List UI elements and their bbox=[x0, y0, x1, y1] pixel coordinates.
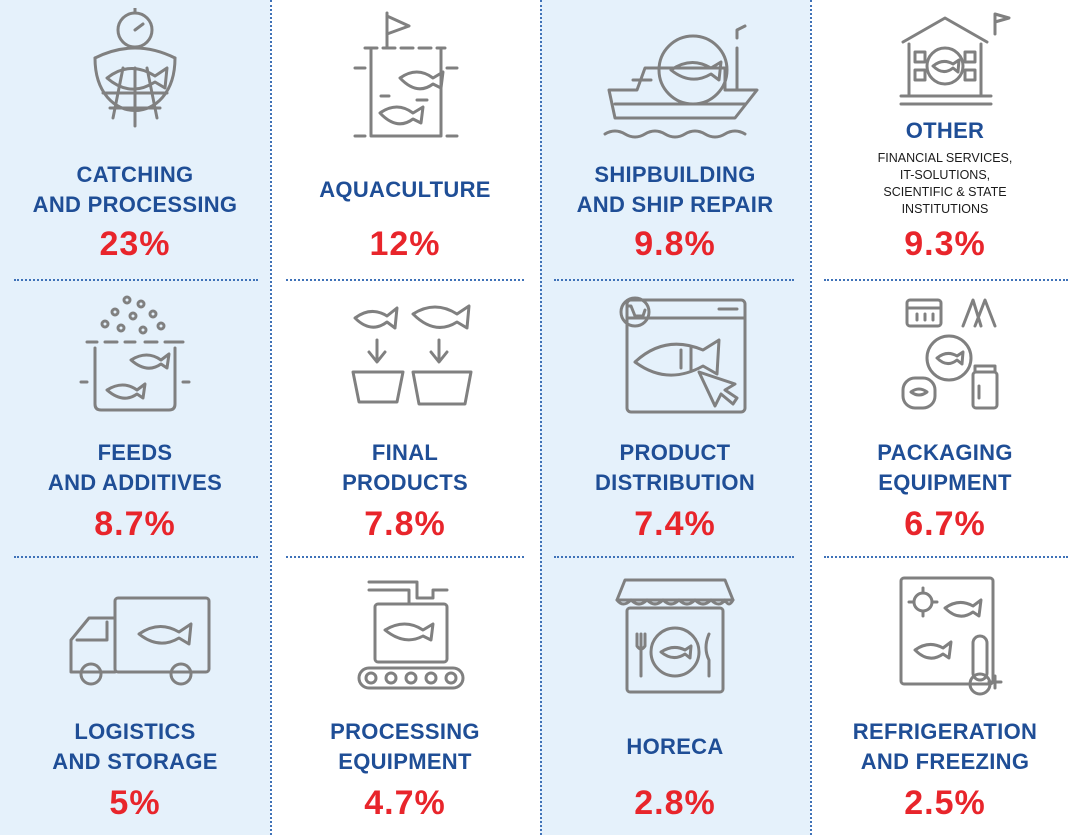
row-divider bbox=[824, 279, 1068, 281]
institution-building-icon bbox=[845, 4, 1045, 114]
sector-label: CATCHING bbox=[76, 162, 194, 187]
sector-label: AND SHIP REPAIR bbox=[576, 192, 774, 217]
column-divider bbox=[540, 0, 542, 835]
fish-net-icon bbox=[35, 8, 235, 148]
sector-subtitle: IT-SOLUTIONS, bbox=[899, 168, 991, 182]
sector-label: REFRIGERATION bbox=[852, 718, 1038, 744]
sector-label: PRODUCTS bbox=[342, 470, 468, 495]
packaging-icon bbox=[845, 286, 1045, 426]
sector-percent: 6.7% bbox=[904, 505, 986, 543]
sector-label: PRODUCT bbox=[619, 440, 731, 465]
sector-subtitle: INSTITUTIONS bbox=[901, 202, 989, 216]
sector-feeds: FEEDS AND ADDITIVES 8.7% bbox=[0, 278, 270, 556]
column-divider bbox=[270, 0, 272, 835]
sector-label: PROCESSING bbox=[330, 718, 480, 744]
sector-label: PACKAGING bbox=[877, 440, 1013, 465]
row-divider bbox=[14, 279, 258, 281]
column-divider bbox=[810, 0, 812, 835]
sector-refrigeration: REFRIGERATION AND FREEZING 2.5% bbox=[810, 556, 1080, 835]
refrigerator-icon bbox=[845, 564, 1045, 704]
sector-percent: 7.4% bbox=[634, 505, 716, 543]
sector-aquaculture: AQUACULTURE 12% bbox=[270, 0, 540, 278]
column-band-3 bbox=[540, 0, 810, 835]
sector-packaging: PACKAGING EQUIPMENT 6.7% bbox=[810, 278, 1080, 556]
sector-percent: 23% bbox=[99, 225, 171, 263]
sector-percent: 4.7% bbox=[364, 784, 446, 822]
sector-horeca: HORECA 2.8% bbox=[540, 556, 810, 835]
sector-label: AQUACULTURE bbox=[319, 177, 491, 202]
sector-label: SHIPBUILDING bbox=[594, 162, 756, 187]
sector-final-products: FINAL PRODUCTS 7.8% bbox=[270, 278, 540, 556]
conveyor-machine-icon bbox=[305, 564, 505, 704]
final-products-icon bbox=[305, 286, 505, 426]
sector-label: FEEDS bbox=[97, 440, 173, 465]
row-divider bbox=[554, 556, 794, 558]
sector-label: AND STORAGE bbox=[52, 748, 218, 774]
sector-label: AND FREEZING bbox=[860, 748, 1030, 774]
row-divider bbox=[554, 279, 794, 281]
sector-subtitle: FINANCIAL SERVICES, bbox=[877, 151, 1013, 165]
restaurant-icon bbox=[575, 564, 775, 704]
sector-percent: 2.5% bbox=[904, 784, 986, 822]
online-shop-icon bbox=[575, 286, 775, 426]
sector-label: AND ADDITIVES bbox=[47, 470, 223, 495]
sector-label: EQUIPMENT bbox=[878, 470, 1012, 495]
sector-percent: 9.3% bbox=[904, 225, 986, 263]
sector-label: HORECA bbox=[626, 733, 724, 759]
sector-label: EQUIPMENT bbox=[338, 748, 472, 774]
sector-percent: 8.7% bbox=[94, 505, 176, 543]
sector-other: OTHER FINANCIAL SERVICES, IT-SOLUTIONS, … bbox=[810, 0, 1080, 278]
aquaculture-pond-icon bbox=[305, 8, 505, 148]
sector-processing-equipment: PROCESSING EQUIPMENT 4.7% bbox=[270, 556, 540, 835]
row-divider bbox=[286, 279, 524, 281]
sector-catching: CATCHING AND PROCESSING 23% bbox=[0, 0, 270, 278]
sector-label: AND PROCESSING bbox=[32, 192, 238, 217]
sector-percent: 12% bbox=[369, 225, 441, 263]
sector-percent: 5% bbox=[109, 784, 161, 822]
fish-feed-icon bbox=[35, 286, 235, 426]
sector-subtitle: SCIENTIFIC & STATE bbox=[883, 185, 1007, 199]
ship-icon bbox=[575, 8, 775, 148]
sector-label: OTHER bbox=[905, 118, 985, 143]
sector-logistics: LOGISTICS AND STORAGE 5% bbox=[0, 556, 270, 835]
sector-label: DISTRIBUTION bbox=[594, 470, 756, 495]
row-divider bbox=[824, 556, 1068, 558]
sector-percent: 2.8% bbox=[634, 784, 716, 822]
sector-distribution: PRODUCT DISTRIBUTION 7.4% bbox=[540, 278, 810, 556]
row-divider bbox=[286, 556, 524, 558]
sector-percent: 9.8% bbox=[634, 225, 716, 263]
sector-percent: 7.8% bbox=[364, 505, 446, 543]
delivery-truck-icon bbox=[35, 564, 235, 704]
sector-label: FINAL bbox=[371, 440, 439, 465]
row-divider bbox=[14, 556, 258, 558]
column-band-1 bbox=[0, 0, 270, 835]
sector-shipbuilding: SHIPBUILDING AND SHIP REPAIR 9.8% bbox=[540, 0, 810, 278]
sector-label: LOGISTICS bbox=[74, 718, 196, 744]
